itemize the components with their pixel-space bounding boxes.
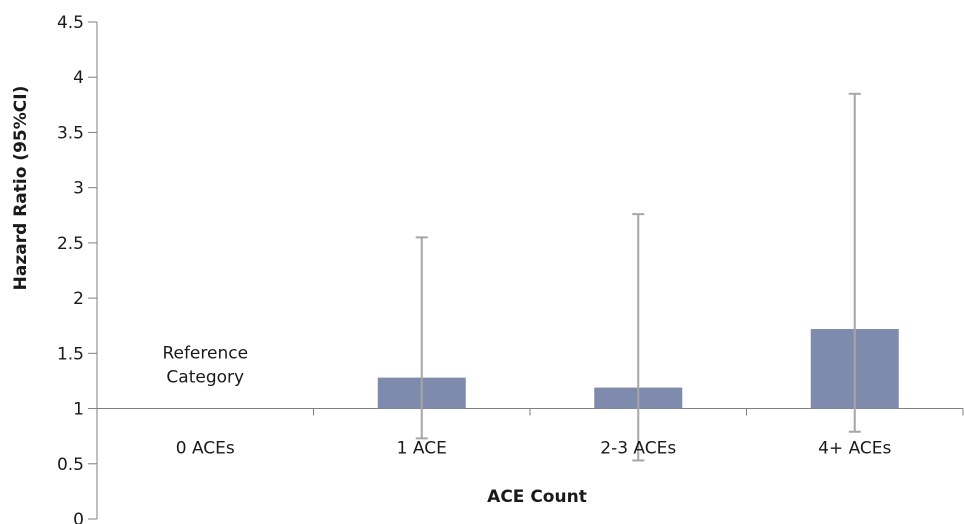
- reference-category-label: Reference: [162, 344, 248, 364]
- y-tick-label: 0.5: [57, 455, 84, 475]
- x-axis-title: ACE Count: [487, 487, 587, 507]
- y-tick-label: 1.5: [57, 344, 84, 364]
- y-tick-label: 3: [73, 179, 84, 199]
- y-tick-label: 0: [73, 510, 84, 524]
- x-category-label: 2-3 ACEs: [600, 439, 676, 459]
- x-category-label: 4+ ACEs: [818, 439, 891, 459]
- y-axis: 0 0.5 1 1.5 2 2.5 3 3.5 4 4.5: [57, 13, 98, 524]
- labels: 0 ACEs 1 ACE 2-3 ACEs 4+ ACEs Reference Categ…: [162, 344, 891, 459]
- y-tick-label: 4.5: [57, 13, 84, 33]
- x-category-label: 0 ACEs: [176, 439, 235, 459]
- y-tick-label: 4: [73, 68, 84, 88]
- y-tick-label: 2: [73, 289, 84, 309]
- x-category-label: 1 ACE: [397, 439, 447, 459]
- y-tick-label: 1: [73, 400, 84, 420]
- y-tick-label: 3.5: [57, 123, 84, 143]
- error-bars: [415, 92, 861, 462]
- y-tick-label: 2.5: [57, 234, 84, 254]
- reference-category-label: Category: [166, 368, 244, 388]
- x-axis: [97, 408, 964, 416]
- y-axis-title: Hazard Ratio (95%CI): [11, 86, 31, 291]
